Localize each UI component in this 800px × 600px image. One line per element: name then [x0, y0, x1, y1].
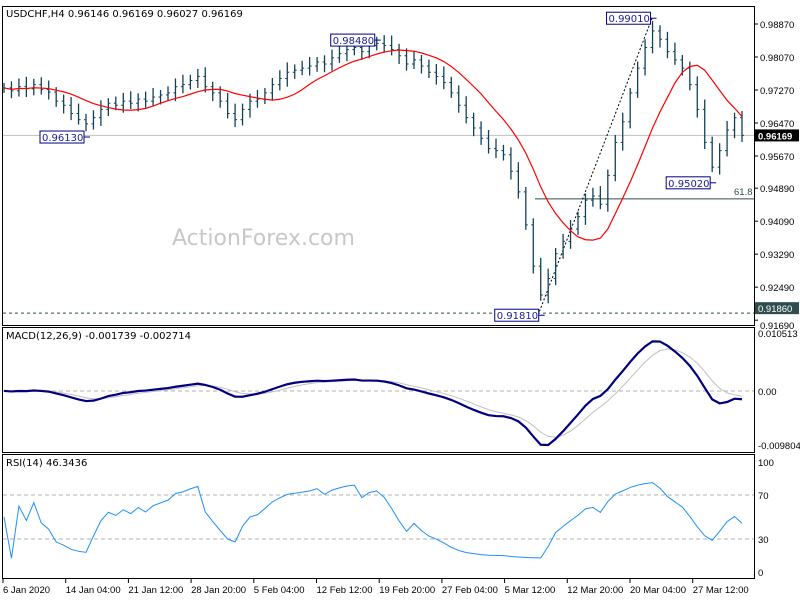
- rsi-tick-label: 70: [758, 491, 769, 502]
- rsi-line: [3, 482, 743, 559]
- price-tick-label: 0.93290: [760, 250, 794, 261]
- chart-header: USDCHF,H4 0.96146 0.96169 0.96027 0.9616…: [6, 9, 243, 20]
- time-tick-label: 5 Mar 12:00: [505, 585, 556, 596]
- macd-pane: [2, 327, 755, 453]
- price-tick-label: 0.94090: [760, 217, 794, 228]
- price-tick-label: 0.94890: [760, 184, 794, 195]
- annotation-label: 0.99010: [609, 14, 650, 25]
- annotation-box: [665, 176, 711, 190]
- annotation-label: 0.95020: [668, 179, 709, 190]
- watermark: ActionForex.com: [172, 226, 355, 251]
- time-tick-label: 20 Mar 04:00: [630, 585, 686, 596]
- price-axis: 0.98870 0.98070 0.97270 0.96470 0.95670 0.948…: [754, 20, 799, 332]
- level-tag: [755, 302, 799, 315]
- time-tick-label: 6 Jan 2020: [3, 585, 50, 596]
- moving-average-line: [3, 49, 743, 241]
- annotation-label: 0.96130: [42, 133, 83, 144]
- macd-tick-label: 0.010513: [758, 329, 798, 340]
- price-tick-label: 0.98870: [760, 20, 794, 31]
- macd-tick-label: -0.009804: [758, 441, 800, 452]
- time-axis: 6 Jan 2020 14 Jan 04:00 21 Jan 12:00 28 Jan…: [2, 579, 749, 596]
- rsi-title: RSI(14) 46.3436: [6, 458, 87, 469]
- fib-level-label: 61.8: [734, 187, 753, 198]
- price-tick-label: 0.96470: [760, 119, 794, 130]
- time-tick-label: 12 Mar 20:00: [567, 585, 623, 596]
- macd-tick-label: 0.00: [758, 387, 777, 398]
- fib-trend-line: [537, 18, 653, 316]
- annotation-box: [330, 33, 376, 47]
- time-tick-label: 5 Feb 04:00: [254, 585, 305, 596]
- price-tick-label: 0.98070: [760, 53, 794, 64]
- annotation-box: [606, 11, 652, 25]
- current-price-tag: [755, 129, 799, 142]
- time-tick-label: 27 Feb 04:00: [442, 585, 498, 596]
- time-tick-label: 19 Feb 20:00: [379, 585, 435, 596]
- price-bars: [2, 21, 744, 304]
- current-price-label: 0.96169: [758, 131, 792, 142]
- annotation-box: [494, 308, 540, 322]
- macd-line: [3, 340, 743, 447]
- macd-title: MACD(12,26,9) -0.001739 -0.002714: [6, 331, 191, 342]
- level-label: 0.91860: [758, 304, 792, 315]
- price-tick-label: 0.91690: [760, 321, 794, 332]
- annotation-box: [39, 130, 85, 144]
- price-tick-label: 0.95670: [760, 152, 794, 163]
- time-tick-label: 21 Jan 12:00: [128, 585, 183, 596]
- time-tick-label: 27 Mar 12:00: [693, 585, 749, 596]
- annotation-label: 0.98480: [333, 36, 374, 47]
- time-tick-label: 12 Feb 12:00: [317, 585, 373, 596]
- price-pane: [2, 6, 755, 326]
- time-tick-label: 14 Jan 04:00: [66, 585, 121, 596]
- rsi-tick-label: 30: [758, 535, 769, 546]
- annotation-label: 0.91810: [497, 311, 538, 322]
- rsi-tick-label: 100: [758, 458, 774, 469]
- rsi-pane: [2, 454, 755, 579]
- price-tick-label: 0.97270: [760, 86, 794, 97]
- rsi-tick-label: 0: [758, 568, 763, 579]
- price-tick-label: 0.92490: [760, 283, 794, 294]
- time-tick-label: 28 Jan 20:00: [191, 585, 246, 596]
